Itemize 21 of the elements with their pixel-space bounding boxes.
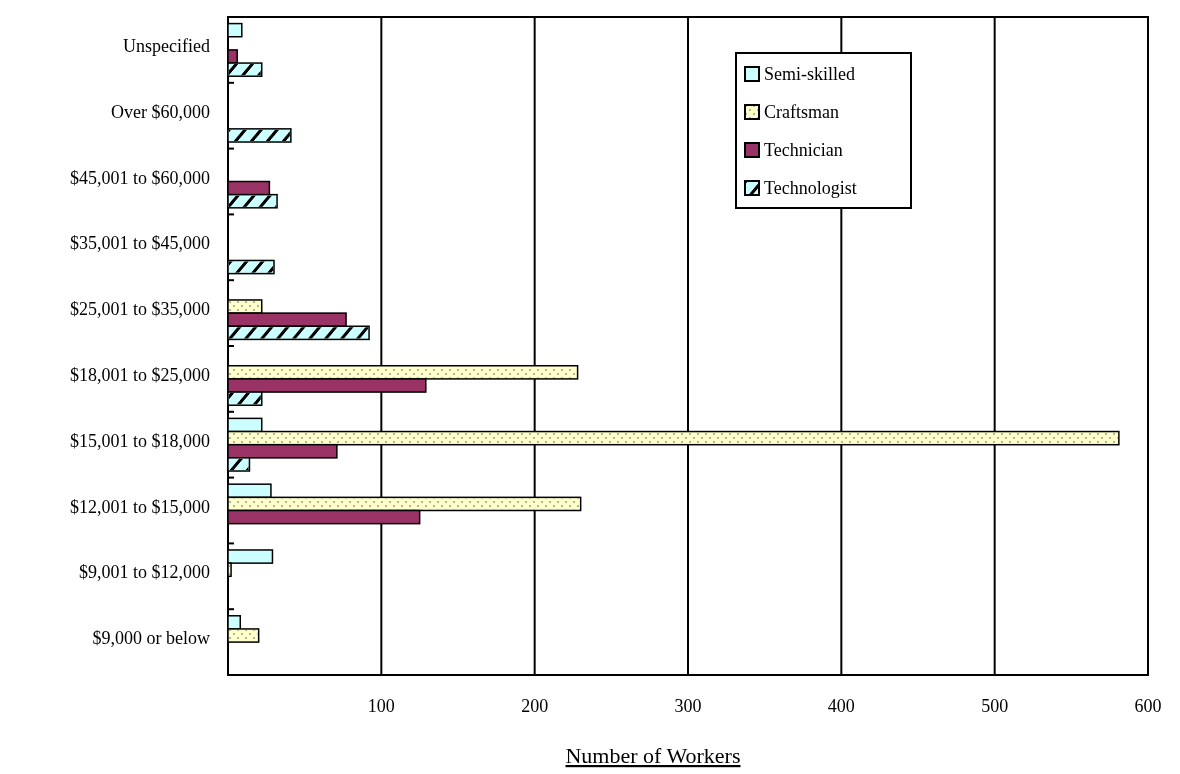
x-axis-title: Number of Workers <box>565 743 741 768</box>
legend-label: Technician <box>764 140 843 160</box>
legend-label: Technologist <box>764 178 857 198</box>
legend-label: Craftsman <box>764 102 839 122</box>
y-tick-label: $25,001 to $35,000 <box>69 299 210 320</box>
x-tick-label: 200 <box>521 696 549 716</box>
y-tick-label: $12,001 to $15,000 <box>69 496 210 517</box>
legend-label: Semi-skilled <box>764 64 855 84</box>
y-tick-label: $9,001 to $12,000 <box>78 562 210 583</box>
x-tick-label: 400 <box>827 696 855 716</box>
x-tick-label: 500 <box>981 696 1009 716</box>
y-tick-label: Unspecified <box>123 36 210 57</box>
x-tick-label: 300 <box>674 696 702 716</box>
y-tick-label: $18,001 to $25,000 <box>69 365 210 386</box>
x-tick-label: 100 <box>367 696 395 716</box>
y-tick-label: $15,001 to $18,000 <box>69 430 210 451</box>
y-tick-label: $45,001 to $60,000 <box>69 167 210 188</box>
x-tick-label: 600 <box>1134 696 1162 716</box>
y-tick-label: $9,000 or below <box>92 628 210 649</box>
y-tick-label: $35,001 to $45,000 <box>69 233 210 254</box>
y-tick-label: Over $60,000 <box>111 101 210 122</box>
